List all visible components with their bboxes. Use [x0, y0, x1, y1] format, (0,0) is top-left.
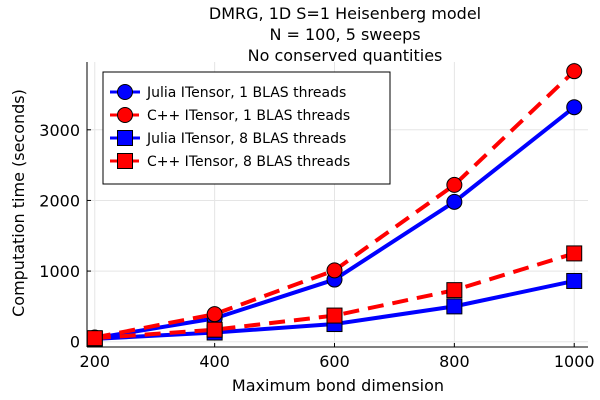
legend-label-1: C++ ITensor, 1 BLAS threads	[147, 108, 350, 124]
y-tick-label-2: 2000	[39, 191, 80, 210]
title-line-3: No conserved quantities	[248, 46, 443, 65]
legend-entry-2: Julia ITensor, 8 BLAS threads	[110, 130, 346, 147]
series-3-point-2	[326, 307, 343, 324]
series-0-point-3	[446, 193, 463, 210]
legend-swatch-marker-3	[117, 153, 133, 169]
series-2-point-4	[566, 272, 583, 289]
series-1-point-4	[566, 63, 583, 80]
legend: Julia ITensor, 1 BLAS threads C++ ITensor…	[102, 71, 391, 185]
x-tick-label-2: 600	[319, 352, 350, 371]
series-2-point-3	[446, 298, 463, 315]
legend-label-3: C++ ITensor, 8 BLAS threads	[147, 154, 350, 170]
legend-box	[102, 71, 391, 185]
series-0-point-4	[566, 99, 583, 116]
series-3-point-1	[206, 321, 223, 338]
legend-label-2: Julia ITensor, 8 BLAS threads	[146, 131, 346, 147]
series-1-point-1	[206, 306, 223, 323]
x-tick-label-3: 800	[439, 352, 470, 371]
chart-title: DMRG, 1D S=1 Heisenberg model N = 100, 5…	[209, 4, 481, 65]
y-tick-label-1: 1000	[39, 262, 80, 281]
series-3-point-3	[446, 282, 463, 299]
title-line-1: DMRG, 1D S=1 Heisenberg model	[209, 4, 481, 23]
series-line-1	[94, 69, 576, 340]
legend-swatch-marker-0	[117, 84, 133, 100]
series-3	[86, 245, 583, 347]
series-3-point-0	[86, 330, 103, 347]
y-axis-label: Computation time (seconds)	[9, 89, 28, 317]
x-tick-label-0: 200	[80, 352, 111, 371]
plot-frame	[86, 62, 588, 348]
y-tick-label-3: 3000	[39, 121, 80, 140]
series-3-point-4	[566, 245, 583, 262]
legend-entry-3: C++ ITensor, 8 BLAS threads	[110, 153, 350, 170]
series-1-point-3	[446, 176, 463, 193]
legend-entry-1: C++ ITensor, 1 BLAS threads	[110, 107, 350, 124]
legend-swatch-marker-2	[117, 130, 133, 146]
x-tick-label-1: 400	[199, 352, 230, 371]
series-layer	[86, 63, 583, 347]
legend-entry-0: Julia ITensor, 1 BLAS threads	[110, 84, 346, 101]
x-axis-label: Maximum bond dimension	[232, 376, 444, 395]
legend-label-0: Julia ITensor, 1 BLAS threads	[146, 85, 346, 101]
x-tick-label-4: 1000	[554, 352, 595, 371]
y-tick-label-0: 0	[70, 333, 80, 352]
legend-swatch-marker-1	[117, 107, 133, 123]
title-line-2: N = 100, 5 sweeps	[269, 25, 420, 44]
series-1-point-2	[326, 262, 343, 279]
x-axis-ticks: 200 400 600 800 1000	[80, 343, 595, 371]
y-axis-ticks: 0 1000 2000 3000	[39, 121, 91, 352]
